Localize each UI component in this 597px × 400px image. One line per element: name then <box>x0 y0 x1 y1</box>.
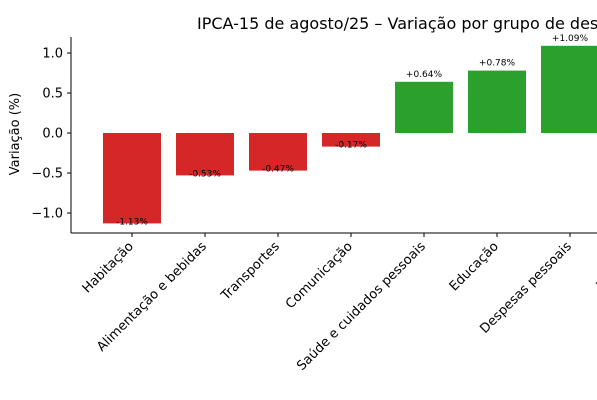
data-label: -1.13% <box>116 217 148 227</box>
data-label: +1.09% <box>552 34 589 44</box>
x-tick-label: Saúde e cuidados pessoais <box>294 239 429 374</box>
bar <box>249 133 307 171</box>
bar <box>395 81 453 133</box>
data-labels-group: -1.13% -0.53% -0.47% -0.17% +0.64% +0.78% +1.0… <box>116 34 588 228</box>
data-label: +0.78% <box>479 59 516 69</box>
y-ticks-group: −1.0 −0.5 0.0 0.5 1.0 <box>31 47 71 222</box>
bar <box>541 45 597 133</box>
bar <box>176 133 234 176</box>
y-tick-label: 1.0 <box>42 47 63 62</box>
data-label: -0.47% <box>262 165 294 175</box>
bar <box>468 70 526 133</box>
x-tick-label: Comunicação <box>283 239 356 312</box>
x-tick-label: Habitação <box>80 239 137 296</box>
y-tick-label: 0.5 <box>42 87 63 102</box>
data-label: +0.64% <box>406 70 443 80</box>
chart-title: IPCA-15 de agosto/25 – Variação por grup… <box>197 14 597 33</box>
x-tick-label: Transportes <box>218 239 283 304</box>
y-axis-label: Variação (%) <box>8 93 23 175</box>
data-label: -0.17% <box>335 141 367 151</box>
y-tick-label: −1.0 <box>31 207 63 222</box>
bars-group <box>103 45 597 224</box>
y-tick-label: −0.5 <box>31 167 63 182</box>
bar <box>103 133 161 224</box>
y-tick-label: 0.0 <box>42 127 63 142</box>
data-label: -0.53% <box>189 169 221 179</box>
x-tick-label: Educação <box>447 239 502 294</box>
bar <box>322 133 380 147</box>
